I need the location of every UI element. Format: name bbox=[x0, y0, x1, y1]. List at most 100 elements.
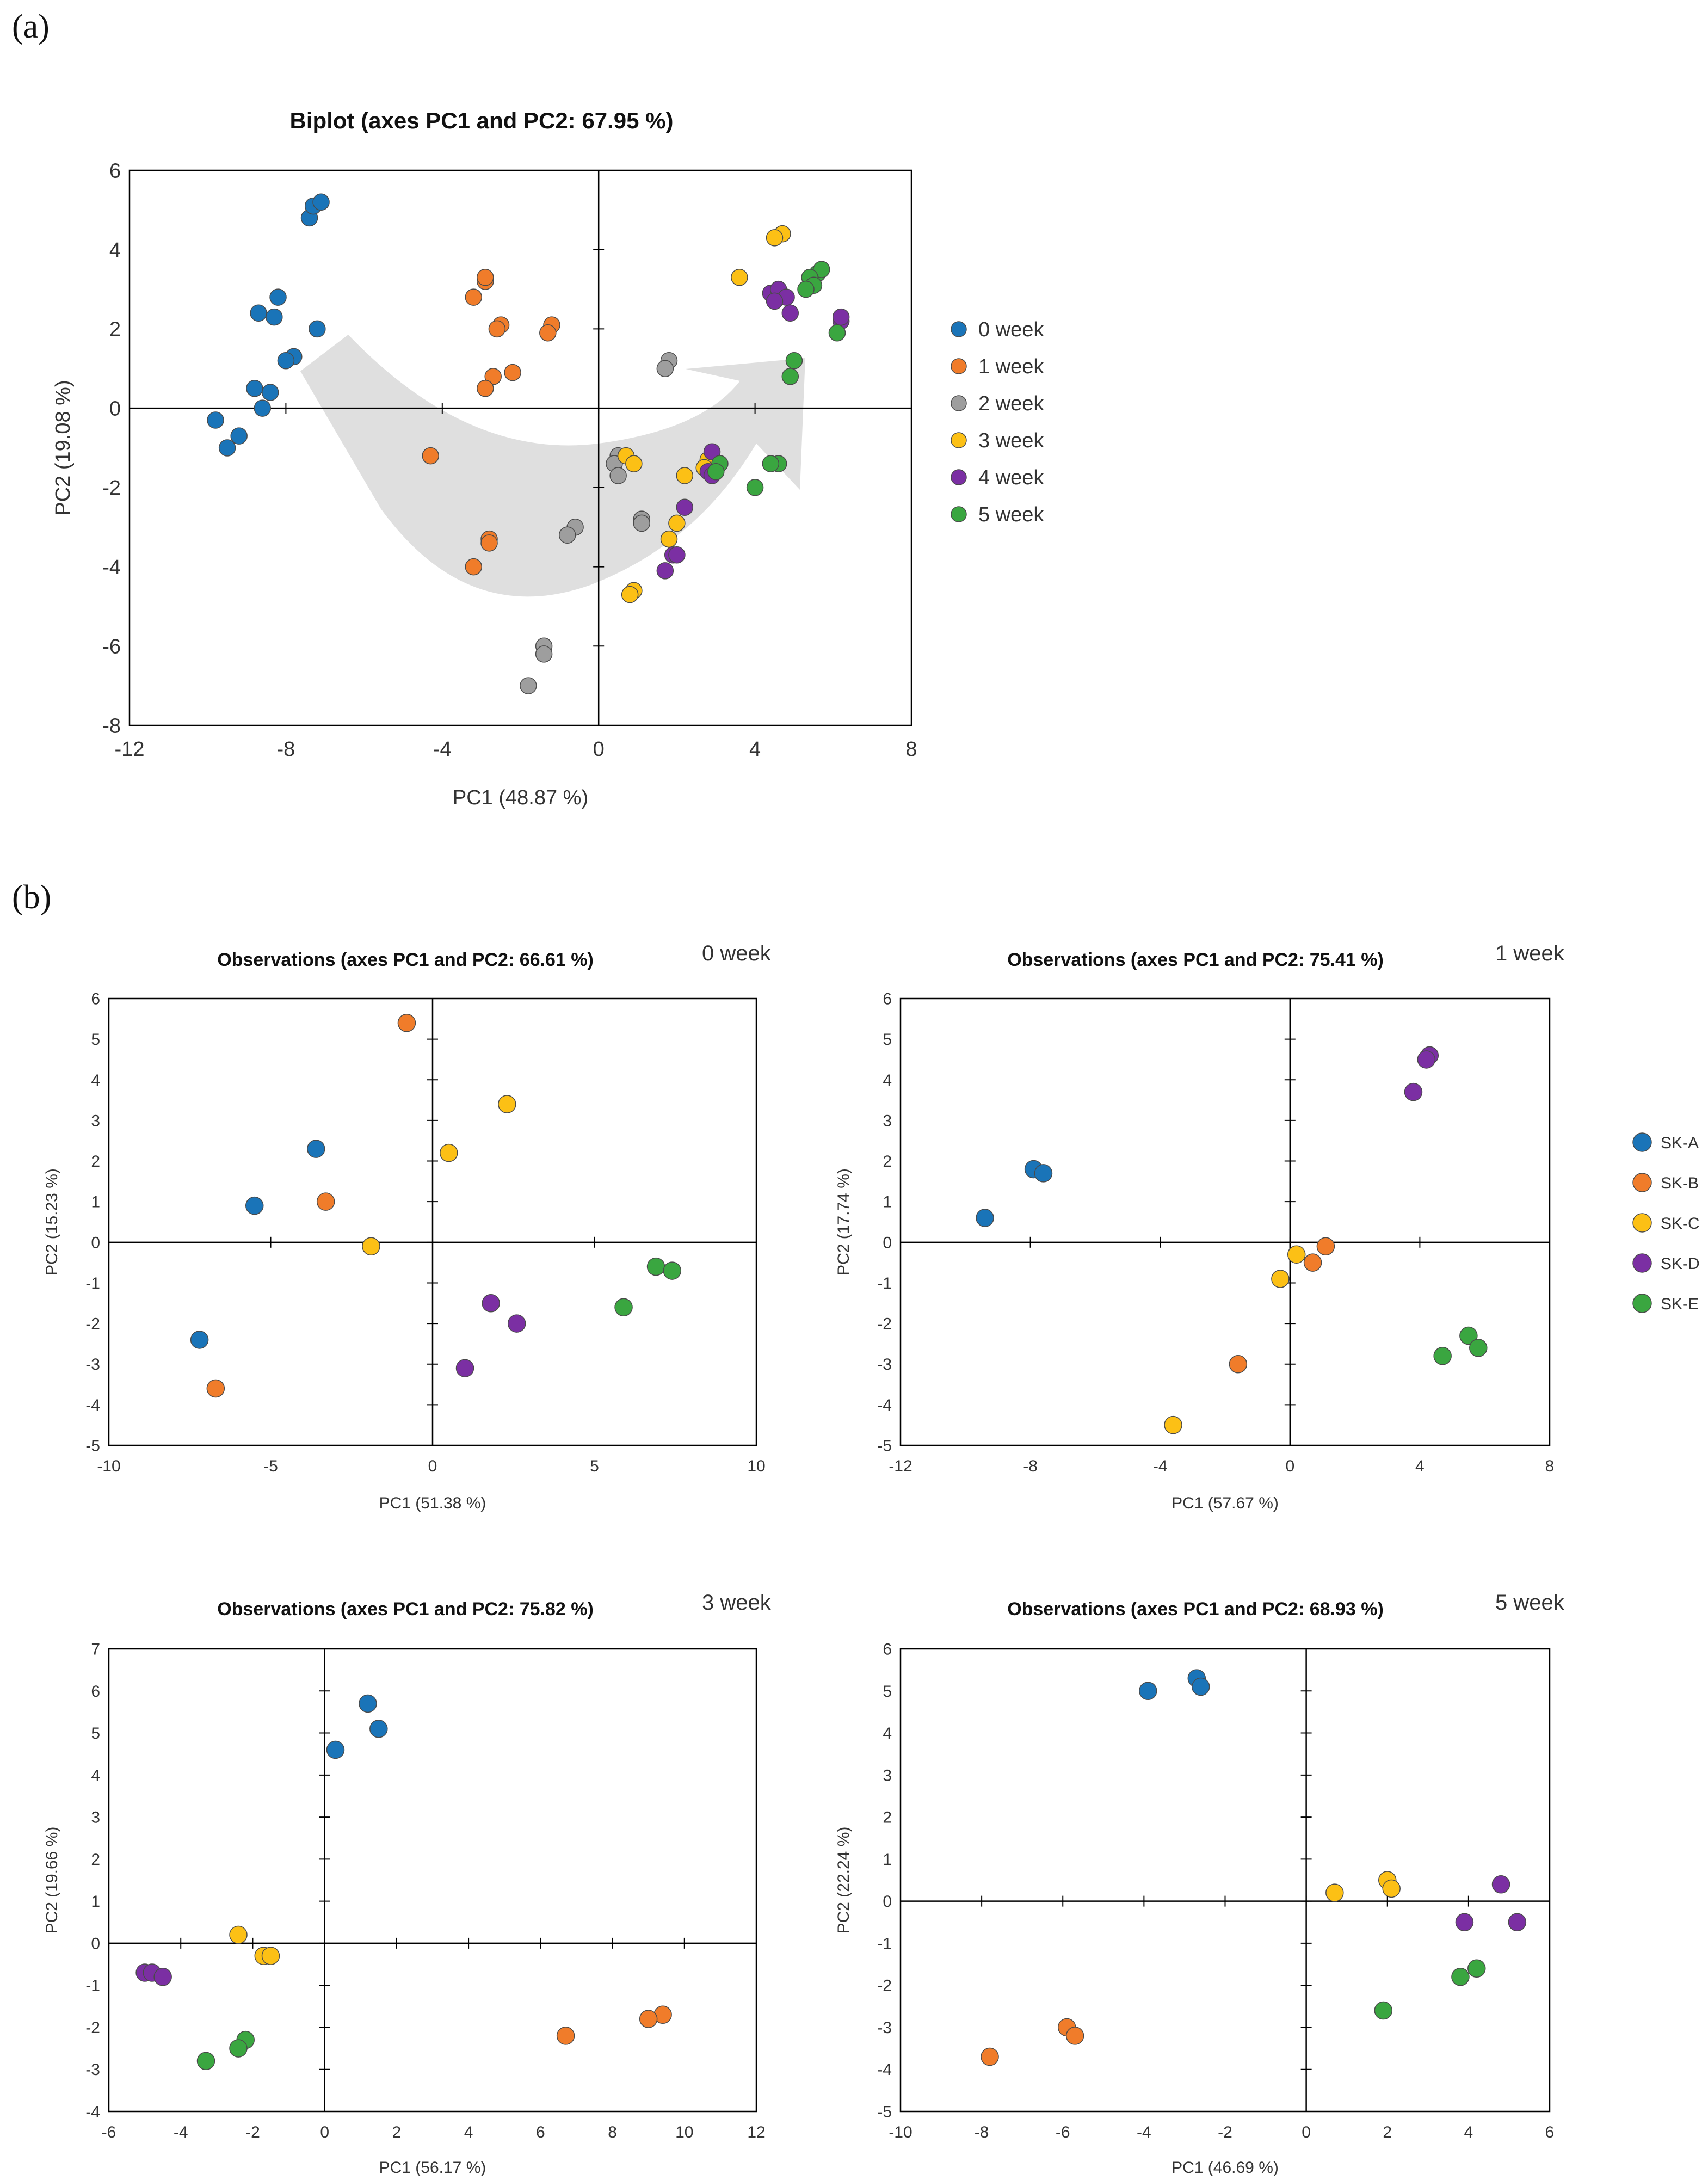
point-4-week bbox=[781, 304, 799, 322]
y-tick-label: 2 bbox=[883, 1809, 892, 1827]
point-sk-a bbox=[1034, 1164, 1053, 1183]
week-label: 3 week bbox=[702, 1591, 772, 1615]
point-sk-d bbox=[1455, 1913, 1474, 1932]
point-sk-c bbox=[440, 1143, 458, 1162]
point-sk-e bbox=[1451, 1967, 1470, 1986]
y-axis-label: PC2 (15.23 %) bbox=[43, 1168, 61, 1276]
panel-label-a: (a) bbox=[12, 8, 50, 45]
legend-item-4-week: 4 week bbox=[951, 466, 1044, 489]
point-sk-c bbox=[1287, 1245, 1306, 1264]
x-tick-label: -6 bbox=[1056, 2123, 1070, 2141]
y-tick-label: 0 bbox=[883, 1893, 892, 1911]
point-5-week bbox=[781, 368, 799, 385]
x-tick-label: -10 bbox=[889, 2123, 912, 2141]
y-tick-label: -3 bbox=[877, 1356, 892, 1374]
point-0-week bbox=[250, 304, 267, 322]
point-sk-b bbox=[1316, 1237, 1335, 1256]
y-tick-label: -2 bbox=[102, 477, 121, 500]
y-tick-label: 3 bbox=[883, 1112, 892, 1130]
week-label: 1 week bbox=[1495, 941, 1565, 965]
y-tick-label: -3 bbox=[85, 1356, 100, 1374]
point-4-week bbox=[656, 562, 674, 580]
x-tick-label: 0 bbox=[1302, 2123, 1311, 2141]
point-sk-a bbox=[307, 1140, 325, 1158]
legend-label: SK-E bbox=[1661, 1295, 1699, 1313]
point-sk-a bbox=[326, 1740, 345, 1759]
x-tick-label: -5 bbox=[263, 1457, 278, 1475]
x-tick-label: -2 bbox=[1218, 2123, 1232, 2141]
x-tick-label: -8 bbox=[1023, 1457, 1038, 1475]
legend-item-sk-d: SK-D bbox=[1632, 1253, 1700, 1273]
legend-label: 0 week bbox=[978, 318, 1044, 341]
y-tick-label: 1 bbox=[883, 1851, 892, 1869]
y-tick-label: -4 bbox=[102, 556, 121, 579]
point-sk-e bbox=[1433, 1347, 1452, 1365]
legend-marker bbox=[951, 432, 967, 448]
x-tick-label: 2 bbox=[392, 2123, 402, 2141]
point-1-week bbox=[465, 558, 483, 576]
y-tick-label: 0 bbox=[883, 1234, 892, 1252]
point-1-week bbox=[477, 379, 494, 397]
point-1-week bbox=[539, 324, 557, 342]
point-sk-b bbox=[206, 1379, 225, 1398]
x-axis-label: PC1 (46.69 %) bbox=[1171, 2159, 1279, 2177]
y-tick-label: 5 bbox=[883, 1031, 892, 1049]
point-1-week bbox=[480, 534, 498, 552]
x-tick-label: -10 bbox=[97, 1457, 120, 1475]
x-tick-label: 4 bbox=[749, 738, 761, 761]
y-tick-label: 5 bbox=[91, 1031, 100, 1049]
point-sk-c bbox=[1164, 1415, 1182, 1434]
y-tick-label: 2 bbox=[91, 1851, 100, 1869]
x-axis-label: PC1 (51.38 %) bbox=[379, 1494, 486, 1512]
point-sk-d bbox=[1508, 1913, 1527, 1932]
legend-item-sk-a: SK-A bbox=[1632, 1132, 1699, 1152]
legend-marker bbox=[951, 506, 967, 522]
point-sk-b bbox=[1229, 1354, 1248, 1374]
x-tick-label: 12 bbox=[747, 2123, 765, 2141]
plot-frame bbox=[899, 1648, 1551, 2113]
y-tick-label: -8 bbox=[102, 715, 121, 737]
y-tick-label: 1 bbox=[883, 1193, 892, 1211]
x-tick-label: -4 bbox=[1153, 1457, 1168, 1475]
x-tick-label: 0 bbox=[1285, 1457, 1294, 1475]
y-tick-label: -2 bbox=[877, 1315, 892, 1333]
point-5-week bbox=[828, 324, 846, 342]
point-sk-d bbox=[507, 1314, 526, 1333]
y-tick-label: 7 bbox=[91, 1641, 100, 1659]
y-axis-label: PC2 (19.66 %) bbox=[43, 1827, 61, 1934]
legend-item-3-week: 3 week bbox=[951, 429, 1044, 452]
point-sk-e bbox=[1469, 1339, 1488, 1357]
y-tick-label: 1 bbox=[91, 1893, 100, 1911]
point-0-week bbox=[266, 308, 283, 326]
point-sk-c bbox=[229, 1925, 248, 1944]
week-label: 0 week bbox=[702, 941, 772, 965]
legend-marker bbox=[1632, 1213, 1652, 1233]
point-1-week bbox=[504, 364, 521, 381]
legend-marker bbox=[1632, 1294, 1652, 1313]
legend-label: 1 week bbox=[978, 355, 1044, 378]
legend-item-sk-e: SK-E bbox=[1632, 1294, 1699, 1313]
y-tick-label: -2 bbox=[877, 1977, 892, 1995]
point-sk-e bbox=[1467, 1959, 1486, 1978]
point-0-week bbox=[254, 399, 272, 417]
point-1-week bbox=[465, 288, 483, 306]
point-4-week bbox=[668, 546, 686, 564]
y-tick-label: 5 bbox=[883, 1683, 892, 1701]
legend-item-sk-b: SK-B bbox=[1632, 1173, 1699, 1192]
point-sk-a bbox=[976, 1209, 994, 1227]
point-4-week bbox=[766, 292, 784, 310]
x-tick-label: 4 bbox=[464, 2123, 473, 2141]
point-sk-b bbox=[556, 2027, 575, 2045]
chart-week1: -5 -4 -3 -2 -1 0 1 2 3 4 5 6 -12 -8 -4 0 4 8 Observations … bbox=[835, 941, 1565, 1512]
point-3-week bbox=[676, 467, 694, 484]
legend-marker bbox=[951, 469, 967, 485]
y-tick-label: 6 bbox=[91, 1683, 100, 1701]
chart-title: Observations (axes PC1 and PC2: 75.41 %) bbox=[1007, 950, 1384, 970]
point-sk-d bbox=[153, 1967, 172, 1986]
point-0-week bbox=[246, 379, 263, 397]
x-axis-label: PC1 (56.17 %) bbox=[379, 2159, 486, 2177]
x-tick-label: -8 bbox=[975, 2123, 989, 2141]
y-tick-label: 0 bbox=[91, 1935, 100, 1953]
